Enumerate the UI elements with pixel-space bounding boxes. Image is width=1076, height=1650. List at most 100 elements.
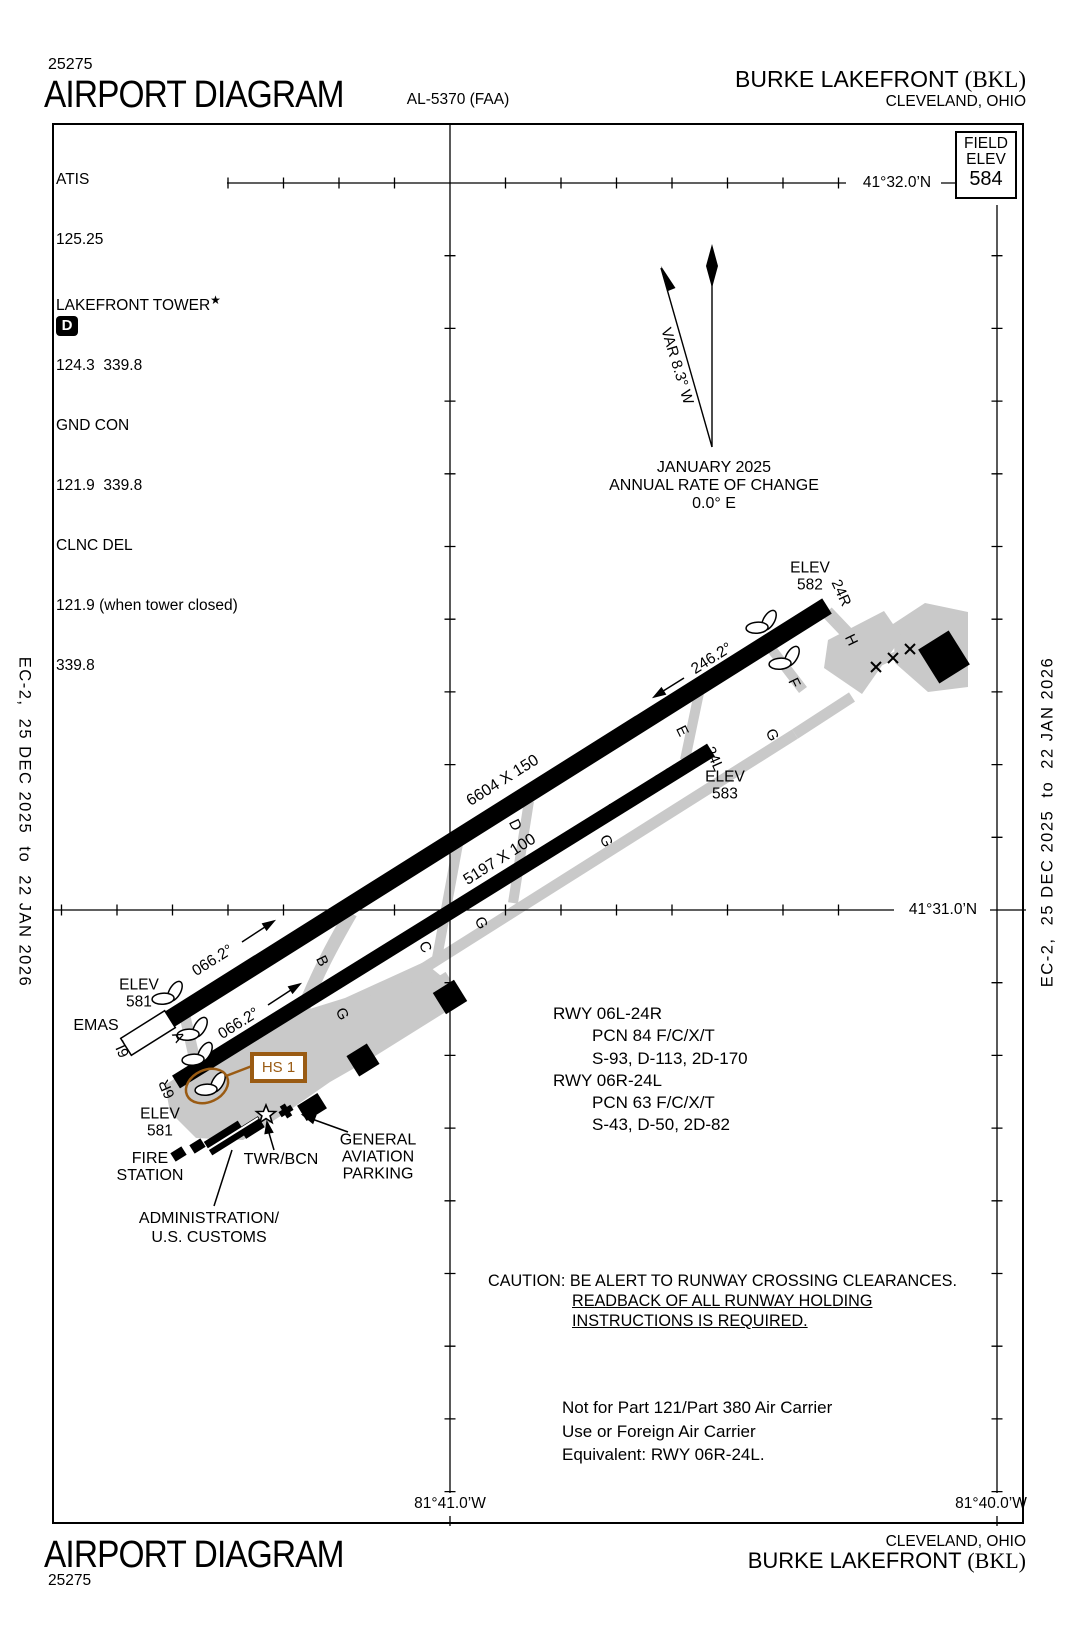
tower-label: LAKEFRONT TOWER★	[56, 293, 221, 315]
procedure-ref: AL-5370 (FAA)	[406, 91, 510, 108]
admin-leader	[213, 1149, 233, 1207]
footer-title: AIRPORT DIAGRAM	[44, 1534, 344, 1576]
gnd-freqs: 121.9 339.8	[56, 477, 143, 495]
lat-top-ticks	[227, 177, 840, 189]
notice-line1: Not for Part 121/Part 380 Air Carrier	[562, 1398, 833, 1417]
twr-leader	[268, 1132, 275, 1151]
star-icon: ★	[210, 293, 221, 307]
building-divider	[206, 1117, 259, 1151]
page-title: AIRPORT DIAGRAM	[44, 74, 344, 116]
admin-building-3	[239, 1116, 265, 1139]
twr-arrowhead	[264, 1119, 274, 1135]
tower-freqs: 124.3 339.8	[56, 357, 143, 375]
tower-beacon-star-icon	[254, 1102, 278, 1125]
southwest-apron	[165, 962, 452, 1140]
field-elev-label2: ELEV	[966, 151, 1006, 168]
elev-6l: ELEV 581	[119, 976, 159, 1010]
true-north-arrowhead	[706, 244, 718, 288]
caution-block: CAUTION: BE ALERT TO RUNWAY CROSSING CLE…	[488, 1272, 957, 1291]
lon-label-left: 81°41.0’W	[414, 1495, 486, 1512]
comm-panel: ATIS 125.25 LAKEFRONT TOWER★ 124.3 339.8…	[56, 130, 238, 716]
airport-name: BURKE LAKEFRONT	[735, 66, 965, 92]
field-elev-box: FIELD ELEV 584	[955, 131, 1017, 199]
rwy2-pcn: PCN 63 F/C/X/T	[592, 1093, 715, 1113]
datis-icon: D	[56, 316, 78, 336]
taxiway-g	[247, 729, 798, 1083]
field-elev-label1: FIELD	[964, 135, 1008, 152]
taxiway-a	[178, 1010, 208, 1094]
taxiway-lines	[178, 607, 917, 1094]
taxiway-g-ne	[792, 692, 855, 739]
taxiway-e	[680, 686, 705, 762]
fire-station-label: FIRE STATION	[116, 1150, 184, 1184]
magnetic-variation-arrow	[660, 267, 713, 448]
airport-code: (BKL)	[964, 67, 1026, 92]
northeast-building	[918, 630, 970, 684]
atis-label: ATIS	[56, 171, 90, 188]
apron-building	[432, 979, 468, 1015]
annual-rate-label: ANNUAL RATE OF CHANGE	[609, 477, 819, 494]
clnc-freq2: 339.8	[56, 657, 95, 675]
notice-line2: Use or Foreign Air Carrier	[562, 1421, 756, 1441]
lat-label-bottom: 41°31.0’N	[908, 901, 978, 918]
magnetic-arrowhead	[661, 266, 676, 291]
elev-24l: ELEV 583	[705, 768, 745, 802]
taxiway-d	[508, 800, 534, 904]
twr-bcn-label: TWR/BCN	[243, 1151, 319, 1168]
petal-markers	[151, 609, 800, 1096]
admin-customs-label: ADMINISTRATION/U.S. CUSTOMS	[138, 1210, 280, 1246]
taxiway-c	[432, 843, 463, 959]
clnc-freq1: 121.9 (when tower closed)	[56, 597, 238, 615]
edition-text-left: EC-2, 25 DEC 2025 to 22 JAN 2026	[15, 656, 34, 988]
footer-chart-code: 25275	[48, 1572, 92, 1589]
leader-lines	[213, 1114, 349, 1207]
elev-24r: ELEV 582	[790, 559, 830, 593]
rwy1-pcn: PCN 84 F/C/X/T	[592, 1026, 715, 1046]
hot-spot-leader	[225, 1064, 253, 1078]
caution-line2: READBACK OF ALL RUNWAY HOLDING	[572, 1292, 873, 1310]
elev-6r: ELEV 581	[140, 1105, 180, 1139]
terminal-building	[297, 1093, 327, 1121]
chart-code-top: 25275	[48, 56, 93, 73]
emas-label: EMAS	[73, 1017, 119, 1034]
lat-bottom-ticks	[60, 904, 840, 916]
notice-block: Not for Part 121/Part 380 Air Carrier Us…	[562, 1396, 832, 1467]
atis-freq: 125.25	[56, 231, 104, 248]
footer-city: CLEVELAND, OHIO	[885, 1533, 1026, 1550]
clnc-label: CLNC DEL	[56, 537, 133, 555]
field-elev-value: 584	[969, 168, 1003, 190]
buildings	[170, 630, 970, 1162]
north-arrows	[660, 244, 718, 448]
heading-arrows	[241, 677, 685, 1006]
notice-line3: Equivalent: RWY 06R-24L.	[562, 1445, 765, 1464]
edition-text-right: EC-2, 25 DEC 2025 to 22 JAN 2026	[1038, 656, 1057, 988]
caution-line3: INSTRUCTIONS IS REQUIRED.	[572, 1312, 808, 1330]
rwy1-title: RWY 06L-24R	[553, 1004, 662, 1023]
runway-06r-24l	[172, 743, 715, 1089]
hot-spot-marker	[184, 1064, 253, 1105]
gnd-label: GND CON	[56, 417, 130, 435]
ga-building	[346, 1043, 380, 1077]
runways	[119, 598, 832, 1089]
footer-airport: BURKE LAKEFRONT (BKL)	[747, 1548, 1026, 1573]
closed-taxiway-crosses	[870, 643, 916, 673]
annual-rate-value: 0.0° E	[692, 495, 736, 512]
rwy1-codes: S-93, D-113, 2D-170	[592, 1048, 748, 1068]
ga-parking-label: GENERAL AVIATION PARKING	[339, 1131, 417, 1183]
rwy2-title: RWY 06R-24L	[553, 1070, 662, 1090]
lon-right-ticks	[991, 255, 1003, 1493]
hot-spot-box: HS 1	[250, 1052, 307, 1083]
ga-leader	[311, 1118, 349, 1133]
fire-station-building	[170, 1146, 187, 1162]
caution-label: CAUTION:	[488, 1272, 566, 1290]
airport-title: BURKE LAKEFRONT (BKL)	[735, 66, 1026, 93]
lon-label-right: 81°40.0’W	[955, 1495, 1027, 1512]
emas-pad	[119, 1009, 177, 1057]
admin-building-1	[189, 1138, 206, 1154]
runway-data-block: RWY 06L-24R PCN 84 F/C/X/T S-93, D-113, …	[553, 1003, 748, 1137]
lat-label-top: 41°32.0’N	[862, 174, 932, 191]
variation-date: JANUARY 2025	[656, 459, 772, 476]
map-border	[52, 123, 1024, 1524]
